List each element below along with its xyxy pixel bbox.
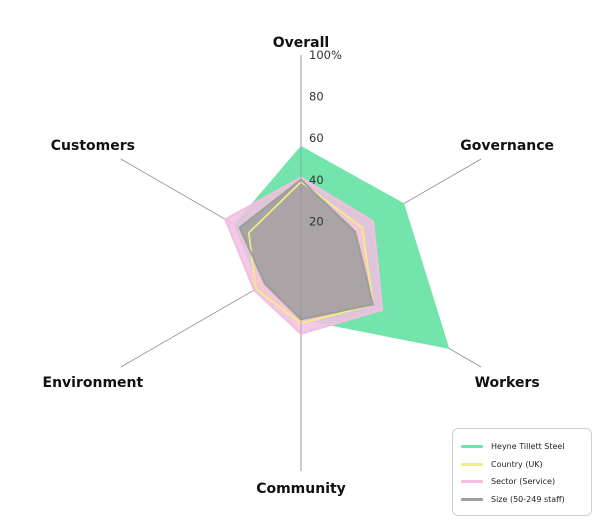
tick-label: 100% [309,48,342,62]
axis-label-environment: Environment [43,375,144,391]
axis-label-governance: Governance [460,138,554,154]
labels-layer: Overall Governance Workers Community Environ… [43,35,555,497]
legend-label: Heyne Tillett Steel [491,442,565,452]
legend-item-heyne-tillett-steel: Heyne Tillett Steel [461,438,583,456]
ticks-layer: 20 40 60 80 100% [309,48,342,228]
series-layer [224,55,450,471]
legend-item-country-uk: Country (UK) [461,456,583,474]
legend-label: Country (UK) [491,459,543,469]
axis-label-overall: Overall [273,35,329,51]
chart-legend: Heyne Tillett Steel Country (UK) Sector (S… [452,428,592,516]
tick-label: 40 [309,173,324,187]
legend-item-sector-service: Sector (Service) [461,473,583,491]
tick-label: 60 [309,131,324,145]
tick-label: 80 [309,90,324,104]
legend-item-size-50-249-staff: Size (50-249 staff) [461,491,583,509]
axis-label-workers: Workers [475,375,540,391]
legend-label: Size (50-249 staff) [491,494,565,504]
tick-label: 20 [309,214,324,228]
legend-swatch [461,497,483,501]
axis-label-customers: Customers [51,138,135,154]
legend-swatch [461,462,483,466]
axis-label-community: Community [256,481,346,497]
legend-label: Sector (Service) [491,477,556,487]
legend-swatch [461,445,483,449]
legend-swatch [461,480,483,484]
